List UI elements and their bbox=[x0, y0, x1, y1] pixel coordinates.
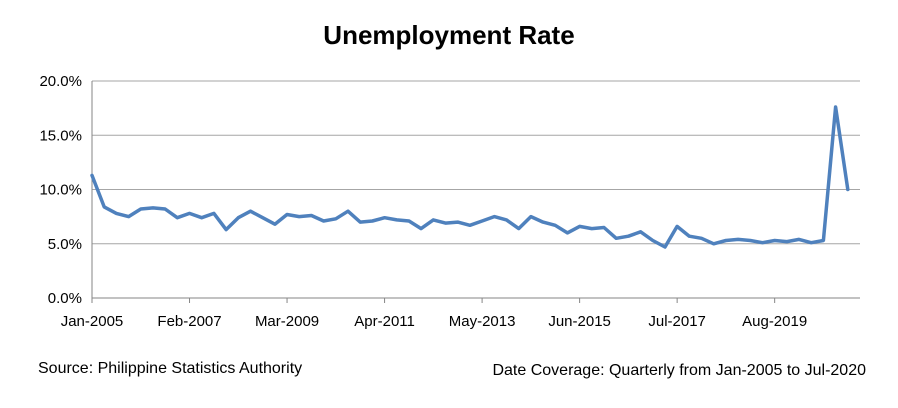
data-point bbox=[188, 211, 192, 215]
data-point bbox=[626, 234, 630, 238]
axes bbox=[91, 81, 860, 303]
data-point bbox=[687, 234, 691, 238]
data-point bbox=[760, 241, 764, 245]
data-point bbox=[553, 223, 557, 227]
data-point bbox=[663, 245, 667, 249]
data-point bbox=[114, 211, 118, 215]
data-point bbox=[383, 216, 387, 220]
data-point bbox=[151, 206, 155, 210]
data-point bbox=[565, 231, 569, 235]
data-point bbox=[821, 238, 825, 242]
data-point bbox=[297, 215, 301, 219]
data-point bbox=[346, 209, 350, 213]
x-tick-label: Jul-2017 bbox=[648, 313, 706, 330]
data-point bbox=[675, 224, 679, 228]
data-point bbox=[407, 219, 411, 223]
data-point bbox=[541, 220, 545, 224]
data-point bbox=[261, 216, 265, 220]
tick-labels: 0.0% 5.0% 10.0% 15.0% 20.0% Jan-2005 Feb-2007 M… bbox=[39, 73, 807, 330]
data-point bbox=[614, 236, 618, 240]
data-point bbox=[212, 211, 216, 215]
x-tick-label: May-2013 bbox=[449, 313, 516, 330]
data-point bbox=[480, 219, 484, 223]
data-point bbox=[809, 241, 813, 245]
data-point bbox=[224, 228, 228, 232]
x-tick-label: Apr-2011 bbox=[354, 313, 415, 330]
data-point bbox=[578, 224, 582, 228]
data-point bbox=[602, 225, 606, 229]
data-point bbox=[846, 188, 850, 192]
x-tick-label: Feb-2007 bbox=[157, 313, 221, 330]
data-point bbox=[517, 227, 521, 231]
data-point bbox=[700, 236, 704, 240]
gridlines bbox=[92, 80, 860, 245]
data-point bbox=[639, 230, 643, 234]
data-point bbox=[651, 238, 655, 242]
data-point bbox=[395, 218, 399, 222]
data-point bbox=[200, 216, 204, 220]
data-point bbox=[273, 222, 277, 226]
data-point bbox=[334, 217, 338, 221]
data-point bbox=[529, 215, 533, 219]
data-point bbox=[748, 238, 752, 242]
data-point bbox=[590, 227, 594, 231]
x-tick-label: Jan-2005 bbox=[61, 313, 124, 330]
y-tick-label: 5.0% bbox=[48, 236, 82, 253]
y-tick-label: 15.0% bbox=[39, 127, 82, 144]
data-point bbox=[797, 237, 801, 241]
data-point bbox=[419, 227, 423, 231]
data-point bbox=[468, 223, 472, 227]
series-layer bbox=[90, 105, 850, 249]
data-point bbox=[504, 218, 508, 222]
source-note: Source: Philippine Statistics Authority bbox=[38, 360, 303, 377]
data-point bbox=[492, 215, 496, 219]
data-point bbox=[102, 205, 106, 209]
series-line bbox=[90, 105, 850, 249]
x-tick-label: Jun-2015 bbox=[548, 313, 611, 330]
data-point bbox=[139, 207, 143, 211]
data-point bbox=[236, 216, 240, 220]
data-point bbox=[163, 207, 167, 211]
data-point bbox=[309, 214, 313, 218]
data-point bbox=[444, 221, 448, 225]
x-tick-label: Mar-2009 bbox=[255, 313, 319, 330]
data-point bbox=[834, 105, 838, 109]
data-point bbox=[736, 237, 740, 241]
y-tick-label: 10.0% bbox=[39, 182, 82, 199]
data-point bbox=[285, 212, 289, 216]
data-point bbox=[712, 242, 716, 246]
y-tick-label: 0.0% bbox=[48, 290, 82, 307]
data-point bbox=[724, 238, 728, 242]
data-point bbox=[175, 216, 179, 220]
data-point bbox=[431, 218, 435, 222]
data-point bbox=[127, 215, 131, 219]
data-point bbox=[358, 220, 362, 224]
data-point bbox=[456, 220, 460, 224]
data-point bbox=[90, 173, 94, 177]
y-tick-label: 20.0% bbox=[39, 73, 82, 90]
data-point bbox=[322, 219, 326, 223]
chart-title: Unemployment Rate bbox=[323, 20, 575, 50]
coverage-note: Date Coverage: Quarterly from Jan-2005 t… bbox=[492, 362, 866, 379]
x-tick-label: Aug-2019 bbox=[742, 313, 807, 330]
data-point bbox=[785, 240, 789, 244]
data-point bbox=[370, 219, 374, 223]
data-point bbox=[773, 238, 777, 242]
data-point bbox=[248, 209, 252, 213]
